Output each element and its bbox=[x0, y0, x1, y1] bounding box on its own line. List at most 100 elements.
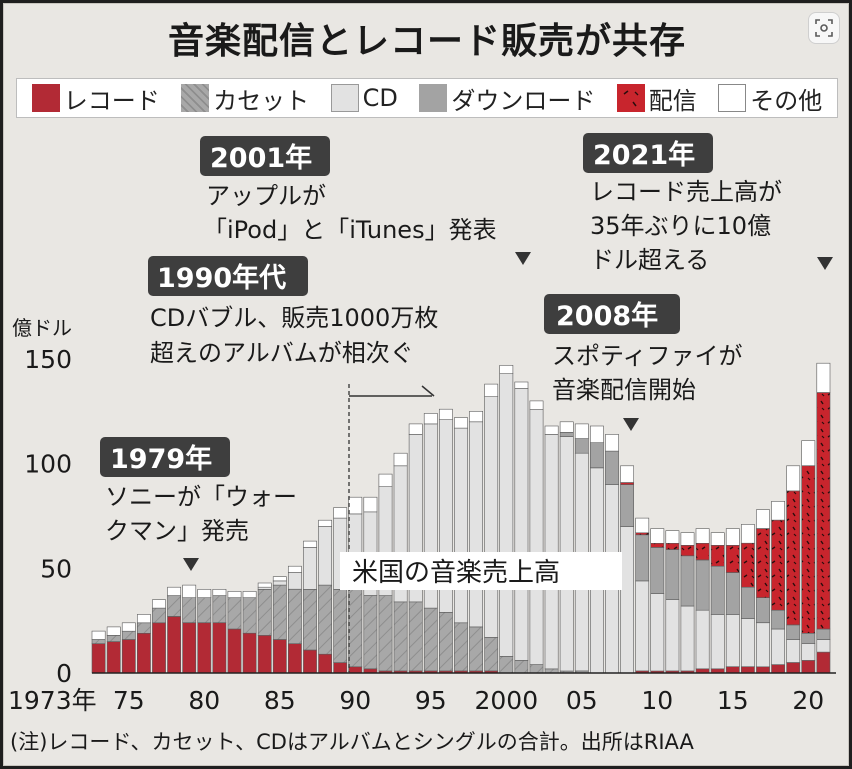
bar-download-2015 bbox=[725, 572, 740, 615]
legend-item-download: ダウンロード bbox=[419, 81, 595, 116]
bar-cd-2016 bbox=[740, 618, 755, 667]
annotation-2001-line1: アップルが bbox=[206, 182, 326, 210]
center-label: 米国の音楽売上高 bbox=[352, 558, 560, 588]
bar-cassette-1979 bbox=[182, 597, 197, 623]
bar-streaming-2014 bbox=[710, 544, 725, 567]
legend-item-cd: CD bbox=[330, 84, 398, 112]
bar-download-2010 bbox=[650, 547, 665, 594]
bar-record-1988 bbox=[318, 653, 332, 674]
y-tick-50: 50 bbox=[40, 554, 72, 583]
badge-2021 bbox=[583, 133, 713, 173]
bar-record-2016 bbox=[740, 666, 755, 674]
bar-cassette-1994 bbox=[408, 601, 423, 672]
bar-other-2007 bbox=[605, 434, 619, 452]
bar-other-1989 bbox=[333, 507, 348, 519]
bar-download-2011 bbox=[665, 549, 680, 601]
bar-cd-2014 bbox=[710, 614, 725, 670]
bar-cd-1999 bbox=[484, 396, 499, 638]
bar-other-1998 bbox=[469, 410, 483, 423]
bar-cd-1998 bbox=[469, 421, 483, 628]
legend-label-cd: CD bbox=[362, 84, 398, 112]
bar-cd-1987 bbox=[303, 547, 317, 590]
x-tick-labels: 1973年 75 80 85 90 95 2000 05 10 15 20 bbox=[8, 686, 824, 715]
legend-item-cassette: カセット bbox=[181, 81, 309, 116]
bar-cd-1984 bbox=[257, 586, 272, 590]
legend-item-record: レコード bbox=[31, 81, 160, 116]
bar-other-1993 bbox=[393, 452, 408, 467]
bar-cassette-2002 bbox=[529, 664, 544, 674]
annotation-1990s: 1990年代 CDバブル、販売1000万枚 超えのアルバムが相次ぐ bbox=[148, 256, 438, 367]
bar-cassette-2000 bbox=[499, 655, 514, 674]
legend-swatch-download bbox=[419, 84, 448, 112]
badge-2008 bbox=[544, 294, 680, 334]
lens-search-button[interactable] bbox=[808, 12, 840, 44]
bar-streaming-2015 bbox=[725, 544, 740, 573]
bar-streaming-2010 bbox=[650, 542, 665, 548]
bar-cd-2020 bbox=[801, 643, 816, 661]
bar-cassette-1997 bbox=[454, 622, 468, 672]
legend-swatch-other bbox=[718, 84, 747, 112]
bar-other-1996 bbox=[438, 408, 453, 421]
badge-2001 bbox=[200, 136, 330, 176]
bar-cassette-1980 bbox=[197, 597, 212, 623]
bar-other-2002 bbox=[529, 400, 544, 410]
footnote: (注)レコード、カセット、CDはアルバムとシングルの合計。出所はRIAA bbox=[10, 730, 694, 754]
marker-2008 bbox=[623, 418, 639, 431]
bar-cassette-1999 bbox=[484, 637, 499, 672]
bar-other-1979 bbox=[182, 584, 197, 598]
marker-2021 bbox=[817, 257, 833, 270]
bar-streaming-2013 bbox=[695, 542, 710, 561]
bar-record-1989 bbox=[333, 662, 348, 674]
center-label-box: 米国の音楽売上高 bbox=[340, 552, 622, 590]
bar-cd-2021 bbox=[816, 639, 831, 653]
bar-other-2006 bbox=[589, 425, 604, 444]
bar-record-1977 bbox=[152, 622, 166, 674]
bar-cassette-1983 bbox=[242, 597, 257, 634]
bar-cassette-1986 bbox=[287, 588, 302, 644]
bar-download-2013 bbox=[695, 559, 710, 611]
x-tick-2020: 20 bbox=[792, 686, 824, 715]
bar-cassette-1974 bbox=[106, 634, 121, 642]
bar-download-2005 bbox=[574, 438, 589, 454]
legend-label-record: レコード bbox=[63, 86, 160, 115]
bar-cd-2017 bbox=[756, 622, 770, 668]
bar-record-2015 bbox=[725, 666, 740, 674]
bar-other-1978 bbox=[167, 586, 181, 596]
legend-swatch-streaming bbox=[616, 84, 645, 112]
legend-swatch-cd bbox=[330, 84, 359, 112]
bar-other-1976 bbox=[137, 614, 151, 624]
bar-record-1976 bbox=[137, 632, 151, 674]
bar-other-2017 bbox=[756, 509, 770, 529]
bar-streaming-2019 bbox=[786, 490, 801, 626]
annotation-2001-line2: 「iPod」と「iTunes」発表 bbox=[203, 216, 497, 244]
x-tick-1975: 75 bbox=[113, 686, 145, 715]
bar-cassette-1993 bbox=[393, 601, 408, 672]
bar-other-2014 bbox=[710, 532, 725, 546]
bar-other-2012 bbox=[680, 532, 695, 546]
lens-icon bbox=[815, 19, 833, 37]
bar-cassette-1976 bbox=[137, 622, 151, 634]
bar-record-1990 bbox=[348, 666, 363, 674]
badge-1990s bbox=[148, 256, 308, 296]
bar-record-1978 bbox=[167, 616, 181, 674]
bar-other-1982 bbox=[227, 591, 242, 599]
badge-1979 bbox=[100, 437, 230, 477]
bar-other-1975 bbox=[121, 622, 136, 632]
annotation-1979-line2: クマン」発売 bbox=[105, 517, 249, 545]
bar-download-2016 bbox=[740, 586, 755, 619]
y-tick-0: 0 bbox=[56, 659, 72, 688]
bar-record-1984 bbox=[257, 634, 272, 674]
bar-other-2000 bbox=[499, 364, 514, 374]
bar-record-1983 bbox=[242, 632, 257, 674]
bar-other-2019 bbox=[786, 465, 801, 492]
bar-other-1991 bbox=[363, 496, 378, 513]
badge-1979-text: 1979年 bbox=[110, 443, 212, 475]
bar-cassette-1992 bbox=[378, 595, 393, 672]
bar-cassette-1985 bbox=[272, 584, 287, 640]
bar-other-1973 bbox=[91, 630, 106, 640]
bar-streaming-2012 bbox=[680, 544, 695, 557]
bar-cd-2018 bbox=[771, 628, 785, 665]
bar-download-2014 bbox=[710, 565, 725, 615]
bar-cassette-1984 bbox=[257, 588, 272, 636]
